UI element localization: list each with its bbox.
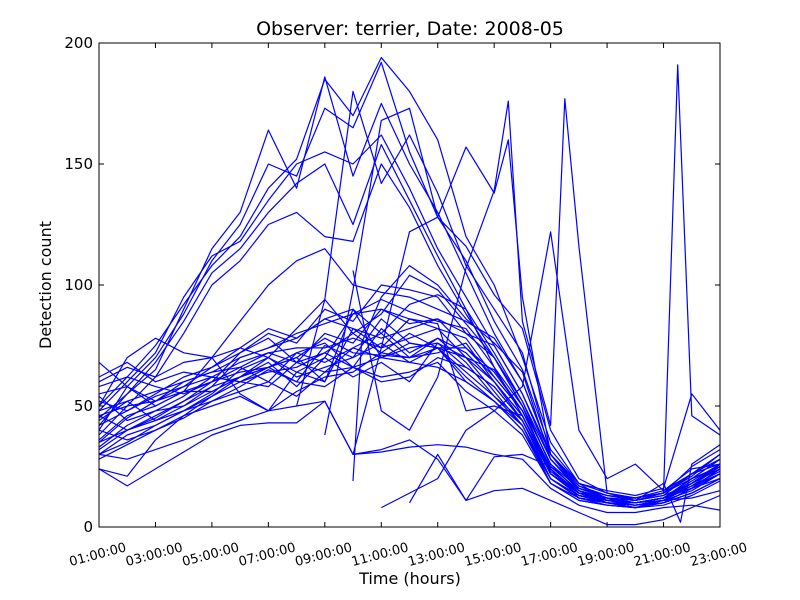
x-tick-label: 05:00:00 xyxy=(181,540,241,570)
y-tick-label: 0 xyxy=(83,518,93,536)
series-line-36 xyxy=(324,107,721,523)
series-layer xyxy=(98,56,721,526)
y-tick-label: 150 xyxy=(64,155,93,173)
series-line-29 xyxy=(98,318,721,504)
x-tick-label: 19:00:00 xyxy=(576,540,636,570)
x-tick-label: 11:00:00 xyxy=(350,540,410,570)
x-tick-label: 13:00:00 xyxy=(406,540,466,570)
y-tick-label: 200 xyxy=(64,34,93,52)
series-line-30 xyxy=(98,400,721,526)
chart-title: Observer: terrier, Date: 2008-05 xyxy=(256,18,564,40)
x-tick-label: 09:00:00 xyxy=(294,540,354,570)
series-line-32 xyxy=(408,453,721,509)
x-tick-label: 23:00:00 xyxy=(689,540,749,570)
y-axis-label: Detection count xyxy=(36,221,55,349)
x-tick-label: 17:00:00 xyxy=(519,540,579,570)
x-tick-label: 07:00:00 xyxy=(237,540,297,570)
plot-area xyxy=(99,43,720,527)
x-tick-label: 15:00:00 xyxy=(463,540,523,570)
series-line-23 xyxy=(98,308,721,504)
series-line-31 xyxy=(98,400,721,514)
x-tick-label: 21:00:00 xyxy=(632,540,692,570)
series-line-27 xyxy=(98,361,721,509)
y-tick-label: 100 xyxy=(64,276,93,294)
series-line-10 xyxy=(98,308,721,504)
series-line-35 xyxy=(352,139,721,497)
series-line-38 xyxy=(352,265,721,501)
series-line-34 xyxy=(352,64,721,499)
y-tick-label: 50 xyxy=(74,397,93,415)
series-line-7 xyxy=(98,248,721,499)
series-line-4 xyxy=(98,134,721,501)
y-axis: 0 50 100 150 200 xyxy=(64,34,720,536)
x-axis-label: Time (hours) xyxy=(358,569,461,588)
x-tick-label: 01:00:00 xyxy=(68,540,128,570)
x-tick-label: 03:00:00 xyxy=(124,540,184,570)
series-line-37 xyxy=(296,90,721,501)
